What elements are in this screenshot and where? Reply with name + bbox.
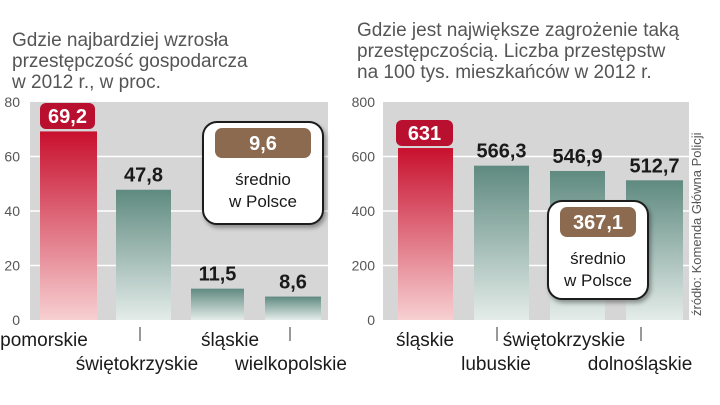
right-bar-4-value-label: 512,7 (629, 155, 679, 177)
left-category-label-2: świętokrzyskie (76, 354, 198, 375)
left-category-label-3: śląskie (201, 330, 259, 351)
right-y-tick-label: 0 (367, 312, 375, 328)
right-average-label-line-2: w Polsce (563, 271, 632, 290)
left-y-tick-label: 20 (4, 258, 20, 274)
left-title-line-1: Gdzie najbardziej wzrosła (12, 30, 229, 51)
right-category-label-1: śląskie (396, 330, 454, 351)
left-average-value-badge (215, 128, 311, 158)
left-bar-4 (265, 296, 321, 320)
right-average-value: 367,1 (573, 212, 623, 234)
right-y-tick-label: 800 (352, 94, 376, 110)
left-chart-group: 0 20 40 60 80 69,2 pomorskie 47,8 świętokrzyskie… (0, 94, 347, 375)
source-note: źródło: Komenda Główna Policji (689, 132, 704, 316)
right-bar-2-value-label: 566,3 (476, 141, 526, 163)
left-bar-1-value-label: 69,2 (48, 106, 87, 128)
right-highlight-badge (396, 120, 453, 146)
left-bar-3-value-label: 11,5 (199, 264, 237, 286)
left-highlight-badge (40, 103, 95, 129)
right-y-tick-label: 600 (352, 149, 376, 165)
left-y-tick-label: 60 (4, 149, 20, 165)
right-y-tick-label: 400 (352, 203, 376, 219)
right-title-line-2: przestępczością. Liczba przestępstw (357, 41, 666, 62)
right-category-label-3: świętokrzyskie (503, 330, 625, 351)
right-bar-1-value-label: 631 (408, 123, 441, 145)
left-average-label-line-1: średnio (235, 170, 291, 189)
right-bar-3-value-label: 546,9 (552, 146, 602, 168)
left-category-label-4: wielkopolskie (234, 354, 347, 375)
left-average-callout: 9,6 średnio w Polsce (202, 121, 324, 225)
left-bar-1 (40, 131, 97, 320)
left-category-label-1: pomorskie (0, 330, 88, 351)
left-average-label-line-2: w Polsce (228, 192, 297, 211)
left-bar-2 (116, 189, 171, 320)
right-category-label-4: dolnośląskie (588, 354, 693, 375)
left-title-line-2: przestępczość gospodarcza (12, 51, 248, 72)
left-bar-2-value-label: 47,8 (124, 165, 163, 187)
right-average-callout: 367,1 średnio w Polsce (547, 200, 649, 300)
right-title-line-3: na 100 tys. mieszkańców w 2012 r. (357, 62, 652, 83)
left-y-tick-label: 0 (12, 312, 20, 328)
left-bar-3 (191, 288, 244, 320)
right-average-value-badge (560, 207, 636, 237)
right-category-label-2: lubuskie (461, 354, 531, 375)
left-bar-4-value-label: 8,6 (279, 272, 307, 294)
left-y-tick-label: 40 (4, 203, 20, 219)
right-bar-1 (398, 148, 453, 320)
right-chart-title: Gdzie jest największe zagrożenie taką pr… (357, 20, 679, 83)
right-title-line-1: Gdzie jest największe zagrożenie taką (357, 20, 680, 41)
right-bar-2 (474, 165, 529, 320)
left-y-tick-label: 80 (4, 94, 20, 110)
left-title-line-3: w 2012 r., w proc. (12, 72, 161, 93)
right-chart-group: 0 200 400 600 800 631 śląskie 566,3 lubuskie 546,… (352, 94, 693, 375)
right-average-label-line-1: średnio (570, 249, 626, 268)
right-y-tick-label: 200 (352, 258, 376, 274)
left-chart-title: Gdzie najbardziej wzrosła przestępczość … (12, 30, 248, 93)
left-average-value: 9,6 (249, 133, 277, 155)
